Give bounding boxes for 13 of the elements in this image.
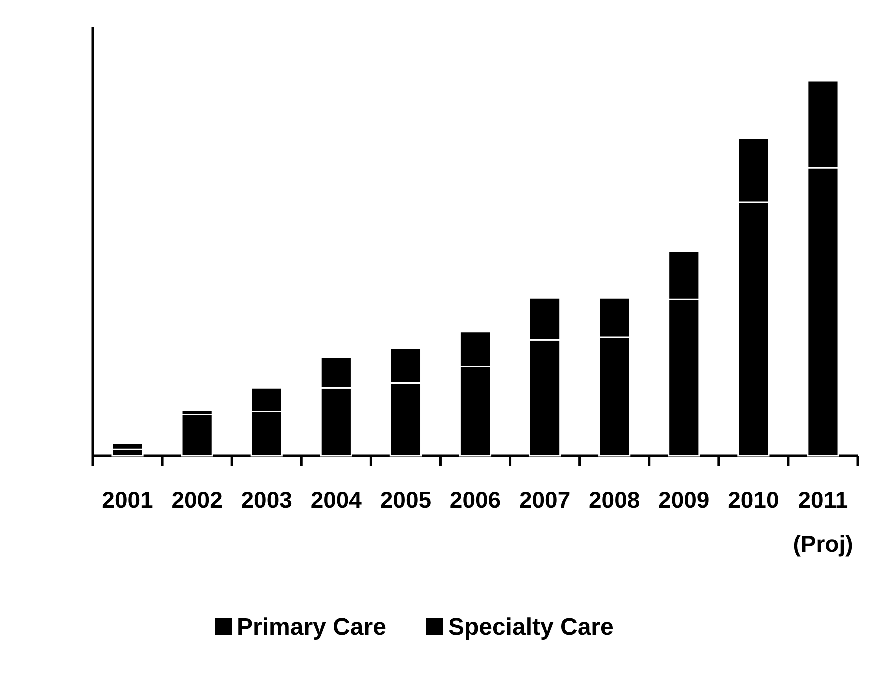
x-tick-label: 2008 [589, 487, 640, 513]
x-tick-label: 2007 [519, 487, 571, 513]
x-tick-label: 2011 (Proj) [793, 487, 854, 557]
x-tick-label: 2003 [241, 487, 292, 513]
x-tick-label: 2006 [450, 487, 502, 513]
x-tick-label: 2001 [102, 487, 154, 513]
x-tick-label: 2004 [310, 487, 362, 513]
x-tick-label: 2010 [728, 487, 780, 513]
legend-label: Primary Care [237, 614, 386, 641]
x-tick-label: 2009 [658, 487, 710, 513]
x-tick-label: 2002 [172, 487, 223, 513]
legend-label: Specialty Care [448, 614, 614, 641]
x-tick-label: 2005 [380, 487, 432, 513]
